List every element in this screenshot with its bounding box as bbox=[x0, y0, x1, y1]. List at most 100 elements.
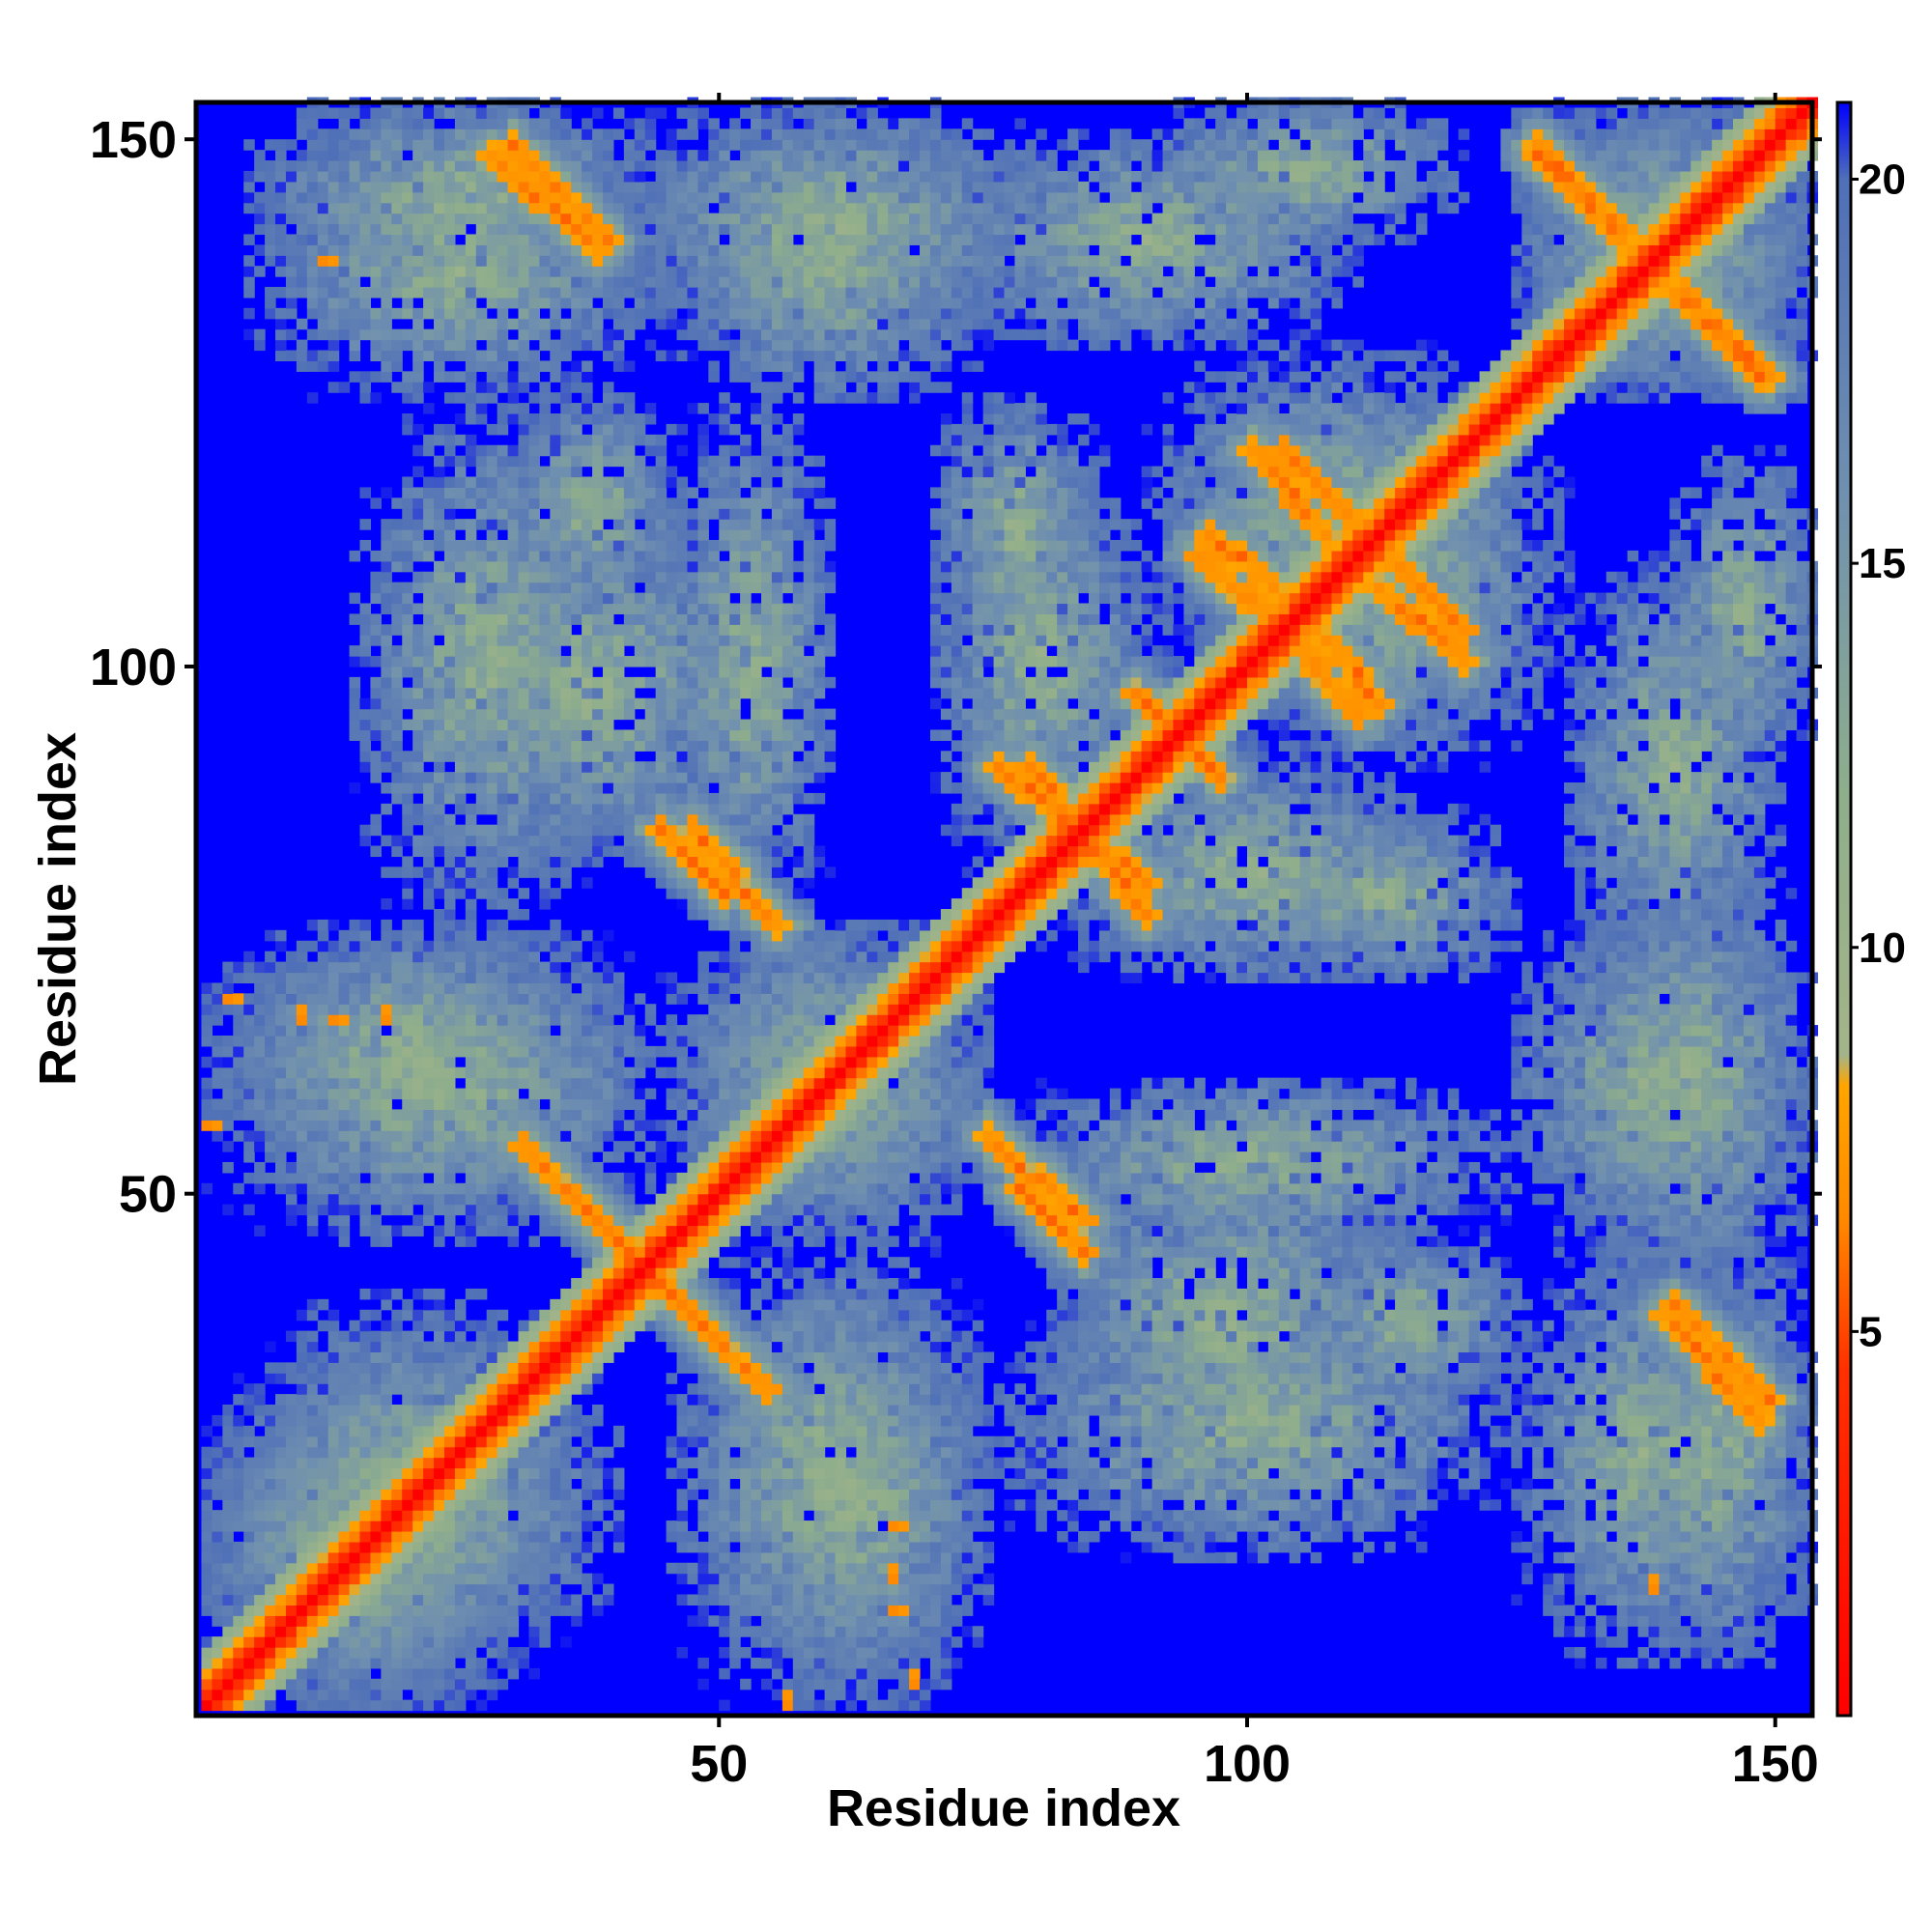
heatmap-cell bbox=[582, 603, 593, 614]
heatmap-cell bbox=[571, 1373, 582, 1384]
heatmap-cell bbox=[349, 1435, 361, 1448]
heatmap-cell bbox=[497, 613, 509, 625]
heatmap-cell bbox=[602, 676, 614, 689]
heatmap-cell bbox=[454, 729, 467, 741]
heatmap-cell bbox=[612, 687, 625, 699]
heatmap-cell bbox=[592, 1351, 604, 1363]
heatmap-cell bbox=[697, 1288, 709, 1300]
heatmap-cell bbox=[612, 993, 625, 1005]
heatmap-cell bbox=[423, 539, 435, 552]
heatmap-cell bbox=[434, 276, 445, 288]
heatmap-cell bbox=[233, 1098, 244, 1110]
heatmap-cell bbox=[539, 1130, 551, 1142]
heatmap-cell bbox=[475, 550, 488, 562]
heatmap-cell bbox=[634, 772, 646, 783]
heatmap-cell bbox=[370, 287, 382, 298]
heatmap-cell bbox=[602, 1330, 614, 1343]
heatmap-cell bbox=[412, 1699, 424, 1712]
heatmap-cell bbox=[359, 539, 372, 552]
heatmap-cell bbox=[465, 150, 477, 161]
heatmap-cell bbox=[666, 1045, 678, 1058]
heatmap-cell bbox=[623, 1204, 636, 1216]
heatmap-cell bbox=[327, 276, 340, 288]
heatmap-cell bbox=[454, 191, 467, 204]
heatmap-cell bbox=[518, 455, 530, 468]
heatmap-cell bbox=[338, 1088, 351, 1100]
heatmap-cell bbox=[349, 972, 361, 984]
heatmap-cell bbox=[592, 1373, 604, 1384]
heatmap-cell bbox=[475, 1520, 488, 1532]
heatmap-cell bbox=[634, 139, 646, 151]
heatmap-cell bbox=[370, 107, 382, 119]
heatmap-cell bbox=[518, 635, 530, 646]
heatmap-cell bbox=[518, 1098, 530, 1110]
heatmap-cell bbox=[560, 1225, 572, 1236]
heatmap-cell bbox=[528, 940, 540, 952]
heatmap-cell bbox=[602, 1278, 614, 1290]
heatmap-cell bbox=[443, 423, 456, 436]
heatmap-cell bbox=[518, 708, 530, 721]
heatmap-cell bbox=[359, 1510, 372, 1521]
heatmap-cell bbox=[582, 287, 593, 298]
heatmap-cell bbox=[443, 560, 456, 573]
heatmap-cell bbox=[381, 1689, 392, 1701]
heatmap-cell bbox=[687, 803, 698, 815]
heatmap-cell bbox=[233, 1004, 244, 1015]
heatmap-cell bbox=[644, 803, 657, 815]
heatmap-cell bbox=[434, 1035, 445, 1047]
heatmap-cell bbox=[381, 1341, 392, 1353]
heatmap-cell bbox=[666, 1088, 678, 1100]
heatmap-cell bbox=[275, 1182, 287, 1195]
heatmap-cell bbox=[275, 1562, 287, 1575]
heatmap-cell bbox=[391, 972, 403, 984]
heatmap-cell bbox=[359, 1689, 372, 1701]
heatmap-cell bbox=[634, 497, 646, 509]
heatmap-cell bbox=[571, 1172, 582, 1184]
heatmap-cell bbox=[233, 1130, 244, 1142]
heatmap-cell bbox=[402, 951, 413, 963]
heatmap-cell bbox=[475, 223, 488, 236]
heatmap-cell bbox=[676, 297, 689, 309]
heatmap-cell bbox=[623, 150, 636, 161]
heatmap-cell bbox=[518, 350, 530, 362]
heatmap-cell bbox=[612, 223, 625, 236]
heatmap-cell bbox=[443, 719, 456, 731]
heatmap-cell bbox=[475, 1425, 488, 1437]
heatmap-cell bbox=[233, 1014, 244, 1026]
heatmap-cell bbox=[602, 529, 614, 541]
heatmap-cell bbox=[612, 244, 625, 256]
heatmap-cell bbox=[412, 107, 424, 119]
heatmap-cell bbox=[443, 740, 456, 752]
heatmap-cell bbox=[644, 1225, 657, 1236]
heatmap-cell bbox=[582, 434, 593, 446]
heatmap-cell bbox=[697, 803, 709, 815]
heatmap-cell bbox=[507, 792, 520, 805]
heatmap-cell bbox=[222, 1530, 234, 1543]
heatmap-cell bbox=[412, 1362, 424, 1374]
heatmap-cell bbox=[443, 1025, 456, 1037]
heatmap-cell bbox=[602, 929, 614, 942]
heatmap-cell bbox=[402, 782, 413, 794]
heatmap-cell bbox=[676, 1278, 689, 1290]
heatmap-cell bbox=[528, 1626, 540, 1637]
heatmap-cell bbox=[359, 1383, 372, 1395]
heatmap-cell bbox=[486, 371, 498, 383]
heatmap-cell bbox=[592, 497, 604, 509]
heatmap-cell bbox=[306, 150, 319, 161]
heatmap-cell bbox=[571, 539, 582, 552]
heatmap-cell bbox=[560, 107, 572, 119]
heatmap-cell bbox=[327, 150, 340, 161]
heatmap-cell bbox=[518, 434, 530, 446]
heatmap-cell bbox=[518, 1489, 530, 1500]
heatmap-cell bbox=[412, 202, 424, 214]
heatmap-cell bbox=[306, 1025, 319, 1037]
heatmap-cell bbox=[423, 635, 435, 646]
heatmap-cell bbox=[697, 1109, 709, 1121]
heatmap-cell bbox=[434, 1425, 445, 1437]
heatmap-cell bbox=[486, 919, 498, 931]
heatmap-cell bbox=[528, 856, 540, 867]
heatmap-cell bbox=[327, 223, 340, 236]
heatmap-cell bbox=[550, 571, 561, 583]
heatmap-cell bbox=[327, 350, 340, 362]
heatmap-cell bbox=[497, 318, 509, 330]
